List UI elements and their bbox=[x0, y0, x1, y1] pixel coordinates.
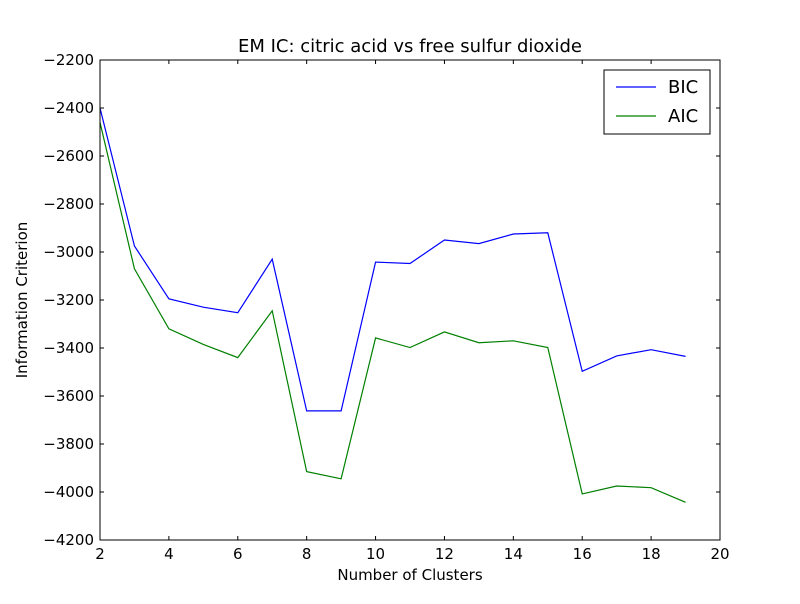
series-line-aic bbox=[99, 122, 686, 503]
legend-label-aic: AIC bbox=[668, 106, 698, 127]
y-tick-label: −2400 bbox=[43, 99, 94, 117]
series-line-bic bbox=[99, 107, 686, 412]
x-tick-label: 6 bbox=[233, 545, 243, 563]
legend-box bbox=[603, 69, 711, 135]
x-tick-label: 8 bbox=[302, 545, 312, 563]
x-tick-label: 12 bbox=[435, 545, 454, 563]
y-tick-label: −4000 bbox=[43, 483, 94, 501]
y-tick-label: −3200 bbox=[43, 291, 94, 309]
x-axis-label: Number of Clusters bbox=[337, 566, 482, 584]
x-tick-label: 20 bbox=[710, 545, 729, 563]
x-tick-label: 4 bbox=[164, 545, 174, 563]
y-tick-label: −3600 bbox=[43, 387, 94, 405]
y-axis-label: Information Criterion bbox=[13, 222, 31, 379]
legend-label-bic: BIC bbox=[668, 77, 698, 98]
y-tick-label: −2600 bbox=[43, 147, 94, 165]
y-tick-label: −3800 bbox=[43, 435, 94, 453]
y-tick-label: −2200 bbox=[43, 51, 94, 69]
x-tick-label: 18 bbox=[642, 545, 661, 563]
x-tick-label: 10 bbox=[366, 545, 385, 563]
y-tick-label: −3400 bbox=[43, 339, 94, 357]
x-tick-label: 16 bbox=[573, 545, 592, 563]
x-tick-label: 2 bbox=[95, 545, 105, 563]
y-tick-label: −2800 bbox=[43, 195, 94, 213]
y-tick-label: −4200 bbox=[43, 531, 94, 549]
chart-title: EM IC: citric acid vs free sulfur dioxid… bbox=[238, 36, 582, 57]
x-tick-label: 14 bbox=[504, 545, 523, 563]
y-tick-label: −3000 bbox=[43, 243, 94, 261]
